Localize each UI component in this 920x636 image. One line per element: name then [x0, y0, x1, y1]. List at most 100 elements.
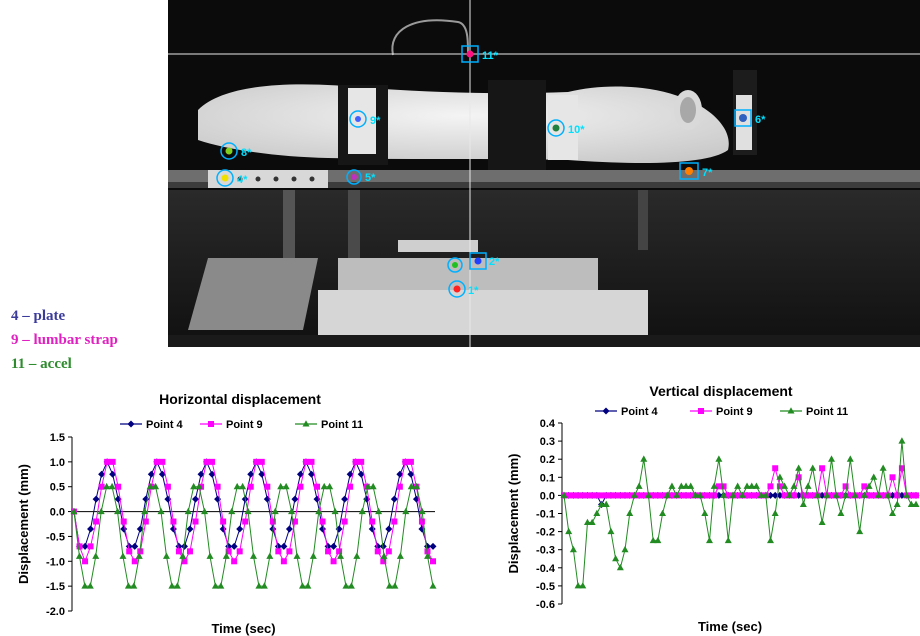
data-point: [799, 500, 807, 507]
data-point: [570, 492, 577, 499]
data-point: [319, 525, 327, 533]
data-point: [635, 482, 643, 489]
data-point: [626, 492, 633, 499]
data-point: [203, 458, 210, 465]
data-point: [380, 552, 388, 559]
data-point: [711, 492, 718, 499]
data-point: [247, 483, 254, 490]
data-point: [407, 458, 414, 465]
legend-marker: [602, 407, 610, 415]
data-point: [781, 492, 788, 499]
data-point: [93, 518, 100, 525]
data-point: [228, 507, 236, 515]
data-point: [424, 548, 431, 555]
data-point: [208, 470, 216, 478]
data-point: [75, 552, 83, 559]
data-point: [92, 495, 100, 503]
data-point: [104, 458, 111, 465]
data-point: [663, 491, 671, 498]
data-point: [291, 495, 299, 503]
data-point: [244, 507, 252, 515]
data-point: [114, 507, 122, 515]
y-tick-label: -2.0: [46, 606, 65, 618]
data-point: [253, 458, 260, 465]
data-point: [358, 458, 365, 465]
data-point: [682, 482, 690, 489]
data-point: [341, 495, 349, 503]
data-point: [644, 491, 652, 498]
data-point: [640, 455, 648, 462]
data-point: [818, 518, 826, 526]
data-point: [201, 507, 209, 515]
data-point: [275, 548, 282, 555]
legend-label: Point 11: [321, 419, 363, 431]
data-point: [192, 518, 199, 525]
data-point: [119, 552, 127, 559]
data-point: [380, 558, 387, 565]
data-point: [315, 507, 323, 515]
data-point: [225, 548, 232, 555]
data-point: [219, 525, 227, 533]
data-point: [846, 455, 854, 462]
data-point: [584, 492, 591, 499]
data-point: [326, 482, 334, 490]
legend-marker: [698, 408, 704, 414]
data-point: [837, 492, 844, 499]
data-point: [560, 491, 568, 498]
data-point: [260, 582, 268, 589]
marker-11: 11*: [461, 45, 499, 63]
data-point: [912, 500, 920, 507]
data-point: [753, 492, 760, 499]
data-point: [369, 518, 376, 525]
data-point: [169, 525, 177, 533]
data-point: [336, 548, 343, 555]
data-point: [865, 482, 873, 489]
data-point: [375, 507, 383, 515]
data-point: [103, 482, 111, 490]
data-point: [636, 492, 643, 499]
data-point: [186, 525, 194, 533]
data-point: [285, 525, 293, 533]
data-point: [307, 470, 315, 478]
data-point: [298, 582, 306, 589]
data-point: [277, 482, 285, 490]
data-point: [264, 483, 271, 490]
data-point: [701, 492, 708, 499]
data-point: [407, 470, 415, 478]
data-point: [678, 492, 685, 499]
data-point: [242, 518, 249, 525]
data-point: [236, 525, 244, 533]
data-point: [903, 491, 911, 498]
data-point: [109, 458, 116, 465]
data-point: [589, 492, 596, 499]
data-point: [894, 492, 901, 499]
data-point: [622, 492, 629, 499]
data-point: [141, 507, 149, 515]
data-point: [612, 554, 620, 562]
data-point: [832, 491, 840, 498]
data-point: [206, 552, 214, 559]
data-point: [385, 582, 393, 589]
data-point: [734, 482, 742, 489]
data-point: [795, 464, 803, 471]
y-tick-label: -0.4: [536, 563, 556, 575]
data-point: [654, 492, 661, 499]
data-point: [170, 518, 177, 525]
data-point: [346, 470, 354, 478]
legend-label: Point 9: [226, 419, 263, 431]
data-point: [153, 458, 160, 465]
data-point: [131, 542, 139, 550]
data-point: [819, 465, 826, 472]
data-point: [319, 518, 326, 525]
y-tick-label: 0.2: [540, 454, 555, 466]
data-point: [282, 482, 290, 490]
svg-text:1*: 1*: [468, 285, 479, 297]
data-point: [258, 470, 266, 478]
data-point: [347, 483, 354, 490]
data-point: [391, 518, 398, 525]
svg-text:11*: 11*: [482, 50, 499, 62]
data-point: [92, 552, 100, 559]
data-point: [650, 492, 657, 499]
data-point: [889, 509, 897, 516]
data-point: [847, 492, 854, 499]
